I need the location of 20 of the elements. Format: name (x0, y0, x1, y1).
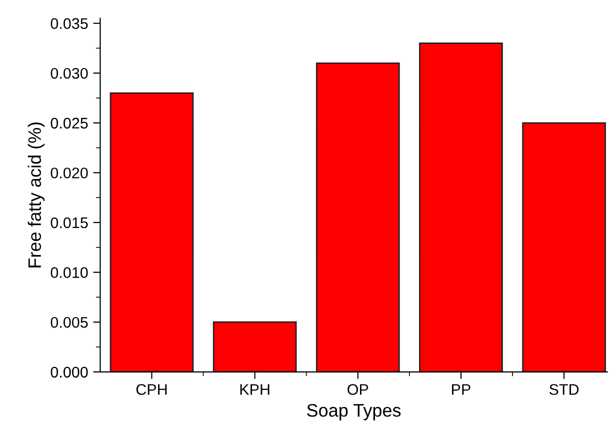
x-axis-title: Soap Types (307, 404, 401, 420)
x-tick-label: PP (452, 384, 470, 395)
bar (110, 92, 194, 372)
x-tick-label: STD (549, 384, 579, 395)
y-tick-label: 0.035 (50, 18, 88, 29)
y-tick-label: 0.005 (50, 316, 88, 328)
x-tick-label: KPH (240, 384, 270, 395)
bar (316, 62, 400, 372)
bar (419, 42, 503, 372)
x-tick-label: CPH (136, 384, 167, 395)
y-tick-label: 0.020 (50, 168, 88, 178)
y-tick-label: 0.010 (50, 267, 88, 278)
x-tick-label: OP (348, 384, 368, 395)
y-tick-label: 0.015 (50, 217, 88, 228)
bar (522, 122, 606, 372)
y-tick-label: 0.000 (50, 366, 88, 378)
y-axis-title: Free fatty acid (%) (28, 122, 45, 268)
bar (212, 321, 297, 372)
y-tick-label: 0.030 (50, 68, 88, 79)
y-tick-label: 0.025 (50, 118, 88, 129)
